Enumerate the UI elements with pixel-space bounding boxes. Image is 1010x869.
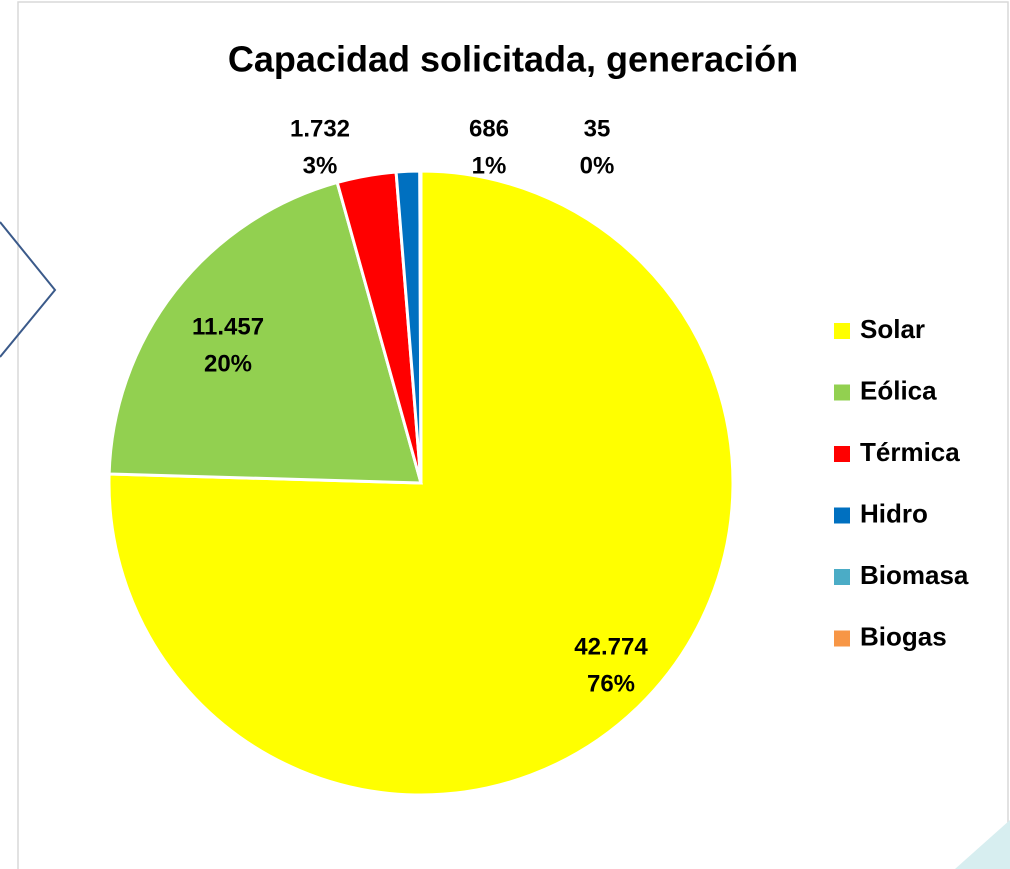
legend-swatch bbox=[834, 446, 850, 462]
legend-label: Solar bbox=[860, 314, 925, 344]
pie-slice bbox=[107, 180, 423, 485]
data-label: 42.774 bbox=[574, 633, 648, 660]
legend-swatch bbox=[834, 507, 850, 524]
pie-slice bbox=[107, 169, 735, 797]
legend-label: Biomasa bbox=[860, 560, 969, 590]
legend-label: Hidro bbox=[860, 498, 928, 528]
legend-swatch bbox=[834, 323, 850, 339]
data-label: 686 bbox=[469, 115, 509, 142]
percent-label: 20% bbox=[204, 350, 252, 377]
percent-label: 0% bbox=[580, 152, 615, 179]
legend-label: Biogas bbox=[860, 621, 947, 651]
data-label: 35 bbox=[584, 115, 611, 142]
legend-swatch bbox=[834, 569, 850, 585]
data-label: 1.732 bbox=[290, 115, 350, 142]
percent-label: 1% bbox=[472, 152, 507, 179]
legend-label: Térmica bbox=[860, 437, 960, 467]
pie-slice bbox=[418, 169, 423, 484]
percent-label: 76% bbox=[587, 670, 635, 697]
legend-swatch bbox=[834, 384, 850, 401]
legend-swatch bbox=[834, 630, 850, 647]
chart-title: Capacidad solicitada, generación bbox=[228, 39, 798, 80]
data-label: 11.457 bbox=[192, 313, 264, 340]
corner-decoration bbox=[955, 820, 1010, 869]
percent-label: 3% bbox=[303, 152, 338, 179]
legend-label: Eólica bbox=[860, 375, 937, 405]
chevron bbox=[0, 221, 57, 358]
